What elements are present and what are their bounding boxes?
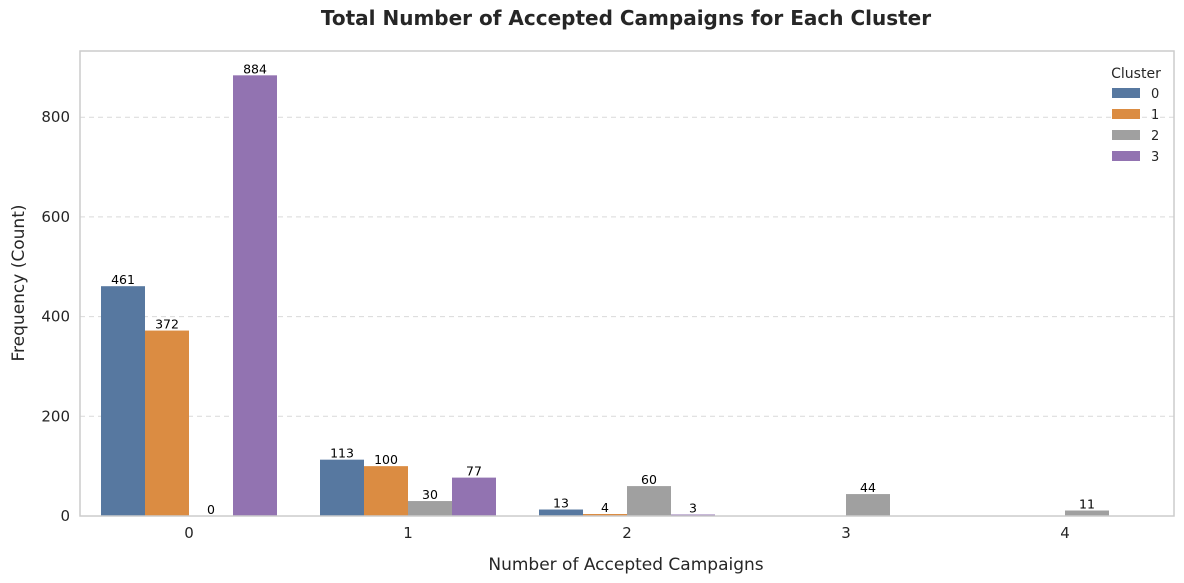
y-axis-ticks: 0 200 400 600 800 (41, 108, 70, 525)
bar-value-label: 3 (689, 501, 697, 516)
y-tick-label: 800 (41, 108, 70, 126)
bar-value-label: 372 (155, 317, 179, 332)
bar-value-label: 13 (553, 496, 569, 511)
legend-swatch (1112, 151, 1140, 161)
bar (101, 286, 145, 516)
bar (627, 486, 671, 516)
y-tick-label: 0 (60, 507, 70, 525)
bar-value-label: 0 (207, 502, 215, 517)
legend-title: Cluster (1111, 66, 1161, 82)
bar (145, 330, 189, 516)
bar (320, 459, 364, 516)
x-axis-label: Number of Accepted Campaigns (488, 555, 763, 575)
bar (452, 477, 496, 516)
legend-swatch (1112, 109, 1140, 119)
y-tick-label: 400 (41, 308, 70, 326)
legend-swatch (1112, 130, 1140, 140)
bar-labels: 461 372 0 884 113 100 30 77 13 4 60 3 44 11 (111, 61, 1095, 517)
bars (101, 75, 1109, 517)
legend-entry: 0 (1151, 87, 1159, 102)
x-tick-label: 4 (1060, 524, 1070, 542)
bar-value-label: 113 (330, 446, 354, 461)
bar (233, 75, 277, 517)
x-axis-ticks: 0 1 2 3 4 (184, 524, 1070, 542)
legend-entry: 2 (1151, 129, 1159, 144)
bar (846, 494, 890, 516)
x-tick-label: 1 (403, 524, 413, 542)
bar (364, 466, 408, 516)
bar-value-label: 60 (641, 472, 657, 487)
y-axis-label: Frequency (Count) (9, 205, 29, 362)
y-tick-label: 600 (41, 208, 70, 226)
bar-value-label: 30 (422, 487, 438, 502)
y-tick-label: 200 (41, 407, 70, 425)
bar-value-label: 77 (466, 464, 482, 479)
legend-swatch (1112, 88, 1140, 98)
x-tick-label: 0 (184, 524, 194, 542)
bar-value-label: 4 (601, 500, 609, 515)
legend-entry: 3 (1151, 150, 1159, 165)
bar-value-label: 884 (243, 61, 267, 76)
bar-value-label: 11 (1079, 497, 1095, 512)
bar (1065, 510, 1109, 516)
bar-value-label: 461 (111, 272, 135, 287)
bar (408, 501, 452, 516)
bar-value-label: 100 (374, 452, 398, 467)
legend: Cluster 0 1 2 3 (1111, 66, 1161, 165)
legend-entry: 1 (1151, 108, 1159, 123)
x-tick-label: 2 (622, 524, 632, 542)
plot-frame (79, 50, 1175, 517)
bar-value-label: 44 (860, 480, 876, 495)
x-tick-label: 3 (841, 524, 851, 542)
bar (539, 509, 583, 516)
chart-title: Total Number of Accepted Campaigns for E… (321, 6, 931, 30)
bar (583, 514, 627, 516)
